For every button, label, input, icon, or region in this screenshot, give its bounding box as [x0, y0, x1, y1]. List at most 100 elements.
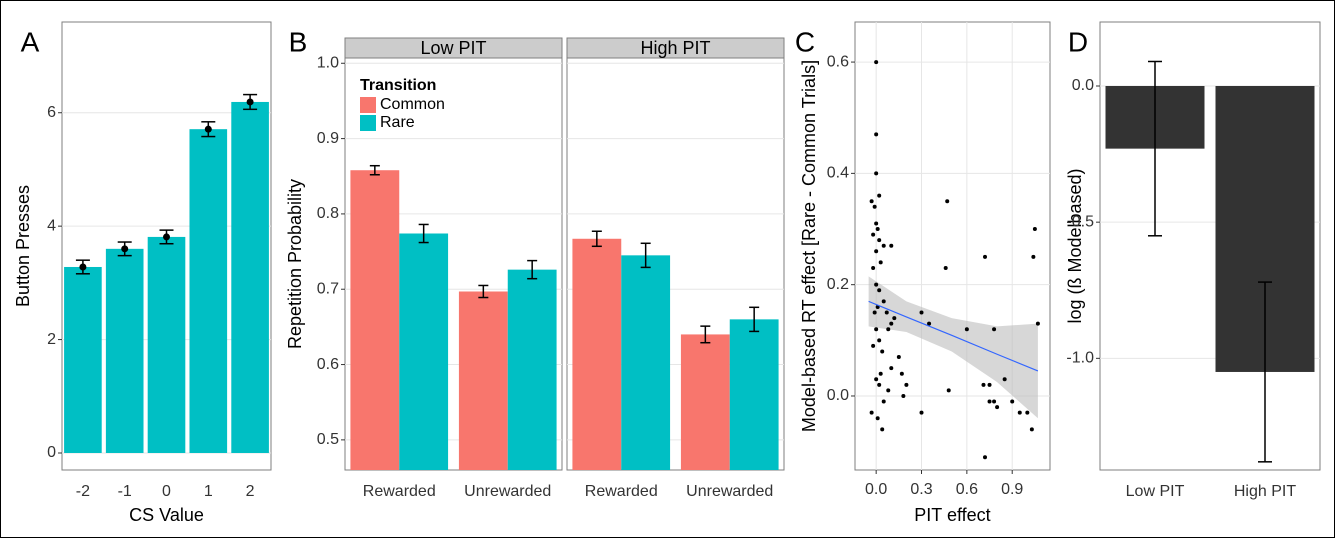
point — [1017, 410, 1022, 415]
point — [877, 288, 882, 293]
bar — [64, 266, 102, 453]
point — [889, 321, 894, 326]
legend-key — [360, 115, 376, 131]
point — [987, 382, 992, 387]
bar — [105, 248, 144, 453]
point — [983, 254, 987, 259]
point — [927, 321, 932, 326]
bar — [399, 233, 449, 470]
fit-line — [868, 300, 1039, 372]
y-tick-label: -0.5 — [1066, 213, 1094, 230]
point — [995, 405, 1000, 410]
y-tick-label: 0.7 — [317, 280, 339, 297]
point — [886, 388, 891, 393]
point — [919, 410, 924, 415]
point — [992, 327, 997, 332]
mean-point — [246, 98, 254, 106]
x-tick-label: Rewarded — [585, 483, 658, 500]
bar — [231, 101, 269, 453]
y-tick-label: 0.5 — [317, 431, 339, 448]
point — [899, 371, 904, 376]
point — [881, 399, 886, 404]
point — [943, 265, 948, 270]
point — [874, 249, 879, 254]
bar — [621, 255, 671, 470]
point — [987, 399, 992, 404]
y-tick-label: 2 — [47, 331, 56, 348]
point — [889, 366, 894, 371]
x-axis-label: CS Value — [129, 505, 204, 525]
point — [877, 193, 882, 198]
point — [874, 282, 879, 287]
x-tick-label: Unrewarded — [464, 483, 551, 500]
confidence-band — [868, 276, 1038, 419]
point — [946, 388, 951, 393]
point — [871, 232, 876, 237]
y-tick-label: 0.2 — [827, 276, 849, 293]
point — [874, 377, 879, 382]
legend-label: Common — [380, 96, 445, 113]
point — [881, 299, 886, 304]
point — [981, 382, 986, 387]
y-tick-label: 0.0 — [1072, 77, 1094, 94]
point — [945, 199, 950, 204]
y-tick-label: 1.0 — [317, 54, 339, 71]
point — [875, 227, 880, 232]
y-axis-label: Repetition Probability — [285, 179, 305, 349]
point — [877, 238, 882, 243]
panel-letter: D — [1068, 26, 1088, 57]
panel-letter: C — [795, 26, 815, 57]
point — [869, 410, 874, 415]
x-tick-label: 0 — [162, 483, 171, 500]
point — [901, 393, 906, 398]
point — [1032, 227, 1037, 232]
point — [1029, 427, 1034, 432]
point — [871, 265, 876, 270]
y-tick-label: 0.8 — [317, 205, 339, 222]
point — [892, 316, 897, 321]
point — [884, 310, 889, 315]
x-tick-label: 0.9 — [1001, 481, 1023, 498]
point — [875, 416, 880, 421]
point — [877, 382, 882, 387]
bar — [572, 238, 622, 470]
bar — [189, 129, 228, 453]
facet-label: High PIT — [640, 38, 710, 58]
point — [1010, 399, 1015, 404]
bar — [729, 319, 779, 470]
bar — [458, 291, 508, 470]
y-tick-label: 0.6 — [317, 356, 339, 373]
x-tick-label: -2 — [76, 483, 90, 500]
facet-strip — [566, 37, 785, 59]
point — [872, 310, 877, 315]
point — [904, 382, 909, 387]
x-tick-label: Unrewarded — [686, 483, 773, 500]
x-axis-label: PIT effect — [914, 505, 990, 525]
point — [1035, 321, 1040, 326]
panel-letter: B — [289, 26, 308, 57]
legend-label: Rare — [380, 114, 415, 131]
legend-key — [360, 97, 376, 113]
x-tick-label: Low PIT — [1126, 483, 1185, 500]
point — [874, 132, 879, 137]
point — [889, 243, 894, 248]
point — [878, 260, 883, 265]
point — [877, 338, 882, 343]
point — [886, 327, 891, 332]
point — [880, 427, 885, 432]
x-tick-label: 2 — [246, 483, 255, 500]
legend-title: Transition — [360, 77, 436, 94]
point — [983, 455, 987, 460]
x-tick-label: High PIT — [1234, 483, 1296, 500]
mean-point — [121, 245, 129, 253]
x-tick-label: -1 — [118, 483, 132, 500]
mean-point — [79, 263, 87, 271]
point — [896, 355, 901, 360]
point — [881, 243, 886, 248]
point — [1002, 377, 1007, 382]
point — [919, 310, 924, 315]
y-tick-label: 0.9 — [317, 130, 339, 147]
point — [874, 327, 879, 332]
point — [964, 327, 969, 332]
